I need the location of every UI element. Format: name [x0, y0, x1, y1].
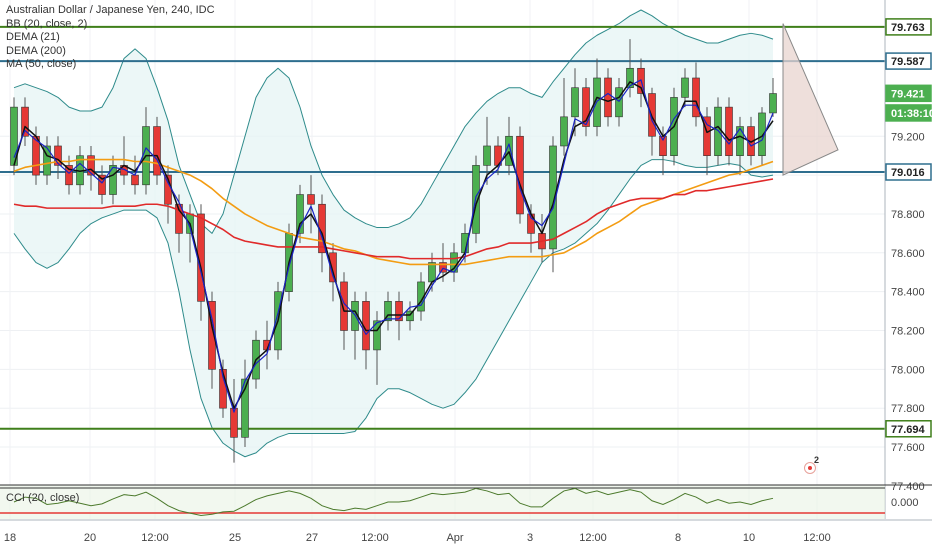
x-tick-label: 10 [743, 532, 755, 544]
price-tag-box [885, 52, 932, 70]
candle-body [175, 203, 183, 234]
y-tick-label: 78.800 [891, 209, 925, 221]
price-tag-box [885, 420, 932, 438]
cci-tick-label: 0.000 [891, 497, 919, 509]
candle-body [758, 112, 766, 156]
candle-body [725, 106, 733, 156]
x-tick-label: 27 [306, 532, 318, 544]
x-tick-label: 12:00 [361, 532, 389, 544]
price-tag-box [885, 104, 932, 122]
price-tag-label: 79.587 [891, 56, 925, 68]
candle-body [736, 126, 744, 156]
candle-body [43, 145, 51, 176]
candle-body [296, 194, 304, 234]
price-tag-label: 01:38:10 [891, 108, 932, 120]
candle-body [582, 87, 590, 127]
candle-body [604, 77, 612, 118]
candle-body [703, 116, 711, 156]
projection-triangle [782, 23, 839, 176]
candle-body [571, 87, 579, 118]
cci-pane: 0.000 [0, 484, 932, 521]
candle-body [307, 194, 315, 205]
candle-body [65, 165, 73, 186]
x-tick-label: 20 [84, 532, 96, 544]
candle-body [373, 320, 381, 351]
y-tick-label: 77.400 [891, 481, 925, 493]
candle-body [241, 378, 249, 438]
y-tick-label: 77.800 [891, 403, 925, 415]
price-tag-box [885, 18, 932, 36]
chart-legend: Australian Dollar / Japanese Yen, 240, I… [6, 4, 215, 72]
x-tick-label: 3 [527, 532, 533, 544]
candle-body [384, 301, 392, 322]
cci-legend[interactable]: CCI (20, close) [6, 492, 80, 504]
candle-body [714, 106, 722, 156]
candle-body [406, 310, 414, 322]
cci-line [13, 487, 774, 517]
candle-body [98, 174, 106, 195]
price-tag-box [885, 84, 932, 103]
x-tick-label: Apr [446, 532, 463, 544]
bollinger-upper-line [13, 9, 774, 234]
x-tick-label: 18 [4, 532, 16, 544]
y-tick-label: 78.000 [891, 364, 925, 376]
price-tag-label: 79.016 [891, 167, 925, 179]
candle-body [615, 87, 623, 118]
y-tick-label: 79.200 [891, 131, 925, 143]
candle-body [395, 301, 403, 322]
alert-dot-icon [804, 462, 816, 474]
candle-body [560, 116, 568, 147]
legend-ma50[interactable]: MA (50, close) [6, 58, 77, 70]
alert-badge[interactable]: 2 [802, 455, 822, 478]
cci-bg [0, 485, 885, 519]
candle-body [428, 262, 436, 283]
y-tick-label: 78.200 [891, 325, 925, 337]
y-tick-label: 78.600 [891, 248, 925, 260]
candle-body [549, 145, 557, 250]
x-tick-label: 12:00 [579, 532, 607, 544]
bollinger-fill [14, 10, 773, 457]
candle-body [483, 145, 491, 166]
y-tick-label: 77.600 [891, 442, 925, 454]
price-tag-label: 79.421 [891, 88, 925, 100]
candle-body [329, 252, 337, 283]
x-tick-label: 25 [229, 532, 241, 544]
candle-body [153, 126, 161, 176]
candle-body [109, 165, 117, 195]
price-tag-label: 77.694 [891, 424, 926, 436]
candle-body [769, 93, 777, 114]
candle-body [626, 67, 634, 88]
candle-body [87, 155, 95, 176]
candle-body [692, 77, 700, 118]
dema200-line [13, 178, 774, 260]
legend-dema200[interactable]: DEMA (200) [6, 44, 66, 57]
legend-bb[interactable]: BB (20, close, 2) [6, 17, 88, 30]
alert-count: 2 [814, 455, 820, 465]
candle-body [439, 262, 447, 273]
x-tick-label: 8 [675, 532, 681, 544]
bollinger-lower-line [13, 159, 774, 458]
fast-ma-line [13, 79, 774, 413]
y-tick-label: 78.400 [891, 287, 925, 299]
legend-dema21[interactable]: DEMA (21) [6, 31, 60, 43]
price-tag-box [885, 163, 932, 181]
candle-body [681, 77, 689, 98]
candle-body [21, 106, 29, 137]
price-tag-label: 79.763 [891, 22, 925, 34]
x-tick-label: 12:00 [141, 532, 169, 544]
symbol-title[interactable]: Australian Dollar / Japanese Yen, 240, I… [6, 4, 215, 16]
candle-body [131, 174, 139, 186]
x-tick-label: 12:00 [803, 532, 831, 544]
price-axis: 79.20079.00078.80078.60078.40078.20078.0… [884, 0, 932, 525]
candle-body [54, 145, 62, 166]
